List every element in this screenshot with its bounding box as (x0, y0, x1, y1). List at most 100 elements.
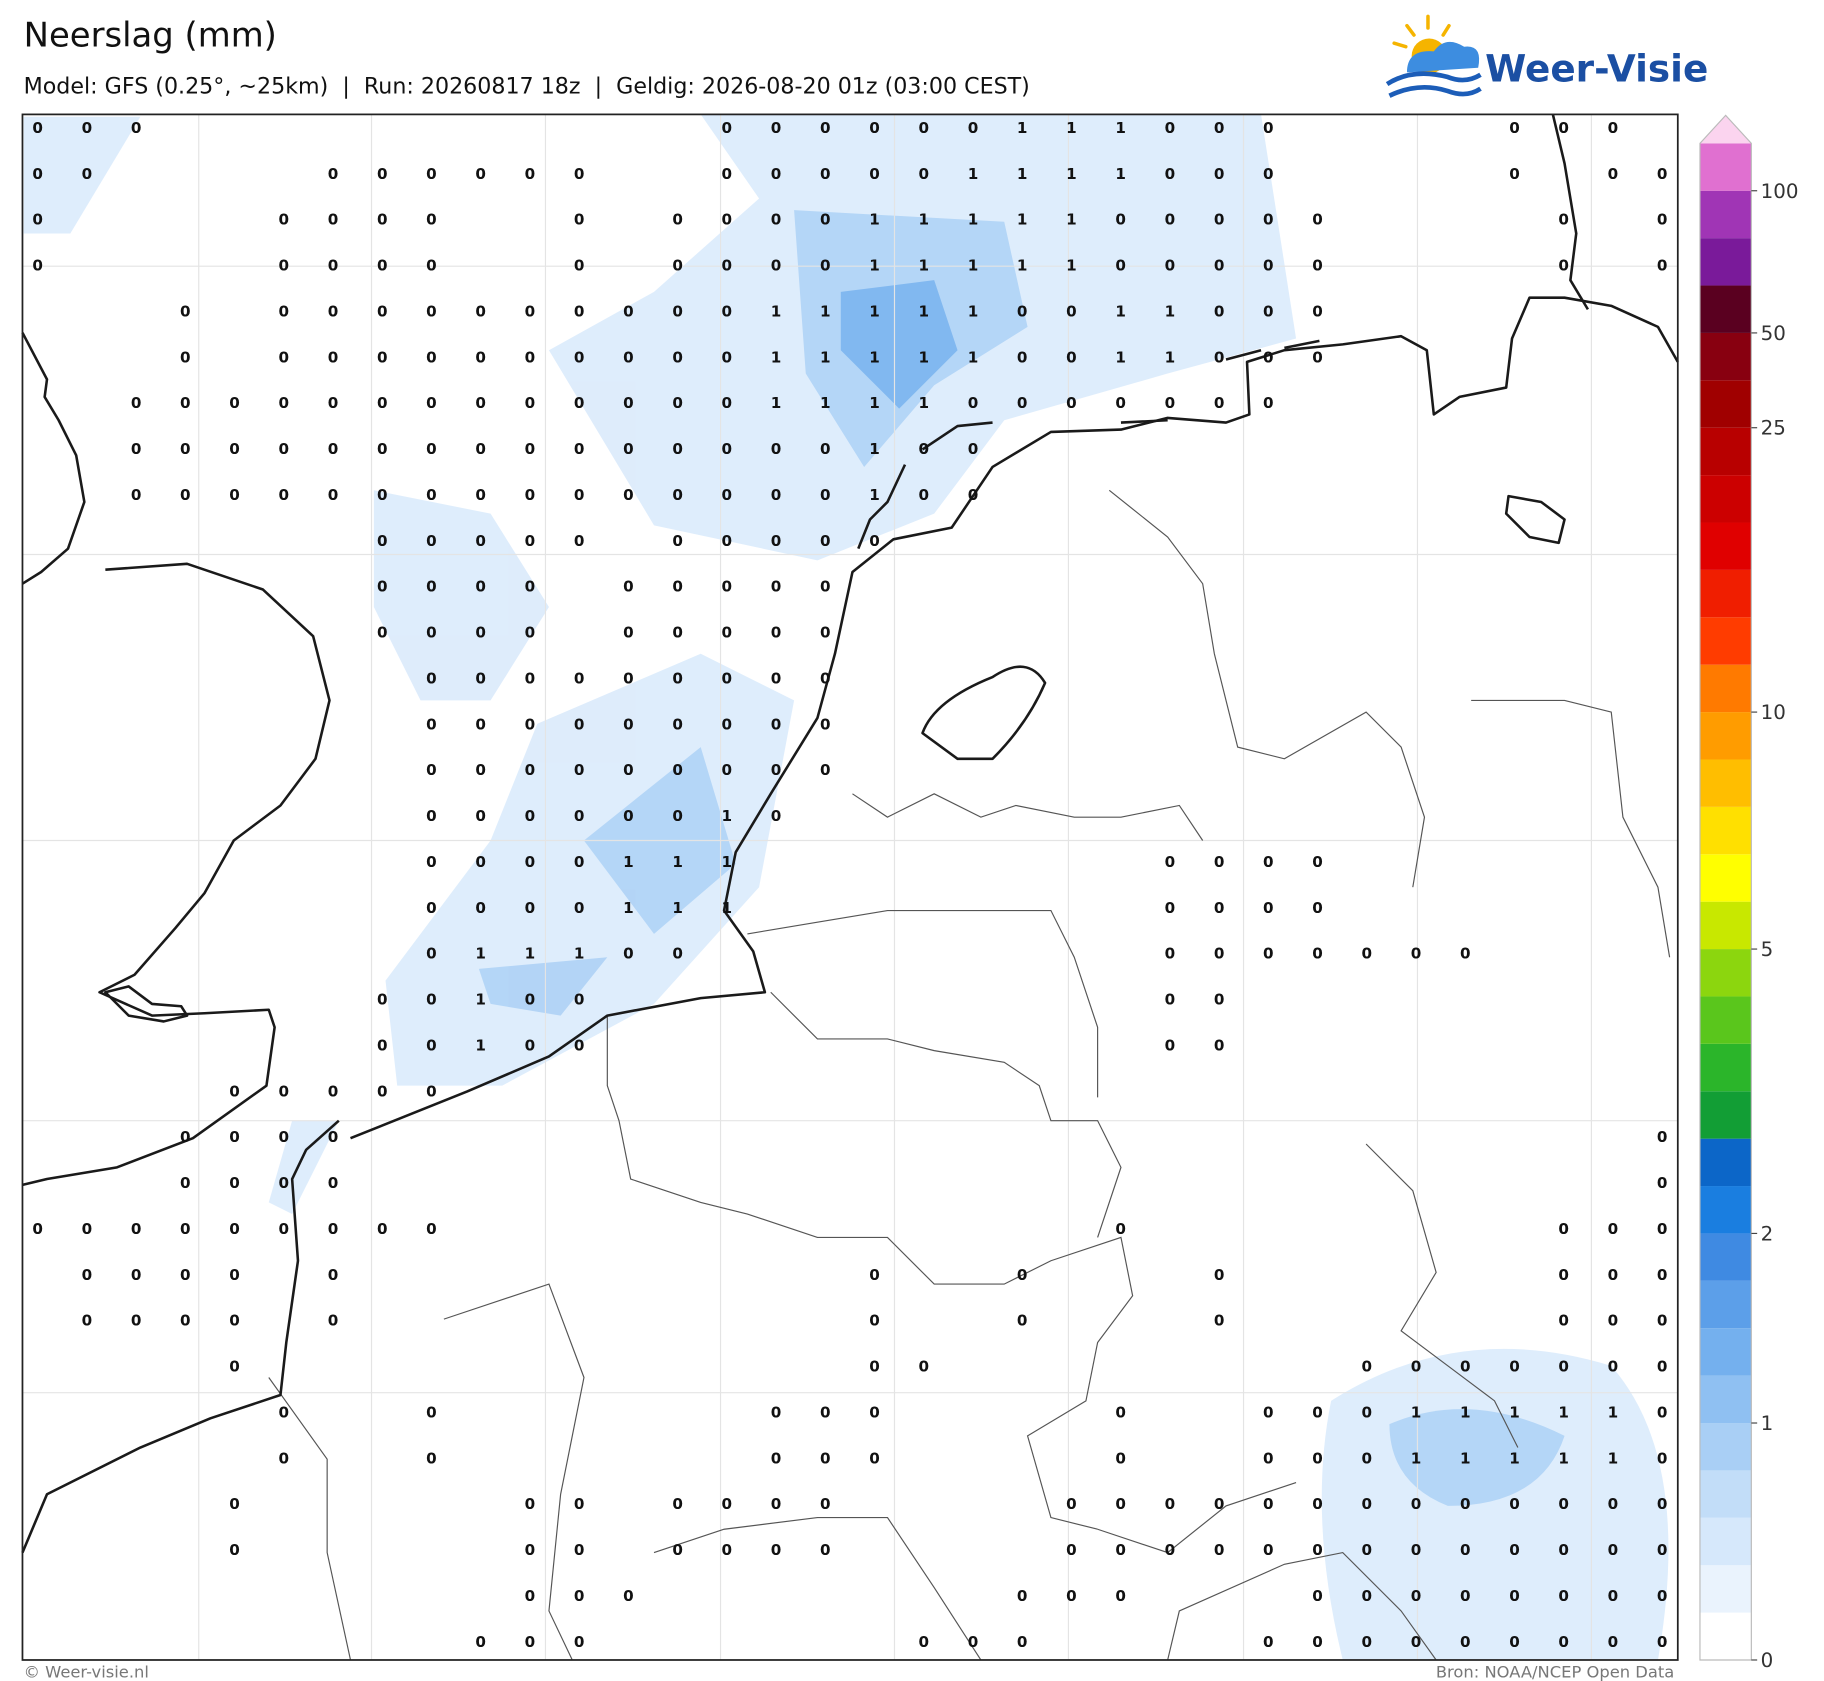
precip-value: 0 (1460, 1587, 1471, 1605)
precip-value: 0 (1558, 1266, 1569, 1284)
precip-value: 0 (180, 1266, 191, 1284)
precip-value: 0 (1017, 1266, 1028, 1284)
precip-value: 0 (968, 486, 979, 504)
precip-value: 1 (869, 348, 880, 366)
precip-value: 0 (426, 945, 437, 963)
precip-value: 0 (672, 807, 683, 825)
colorbar-segment (1699, 190, 1752, 239)
precip-value: 0 (771, 669, 782, 687)
precip-value: 0 (1608, 1633, 1619, 1651)
precip-value: 1 (968, 348, 979, 366)
precip-value: 0 (1214, 1266, 1225, 1284)
precip-value: 0 (279, 1220, 290, 1238)
logo-sun (1392, 14, 1451, 49)
precip-value: 0 (426, 532, 437, 550)
precip-value: 0 (180, 486, 191, 504)
precip-value: 0 (1509, 1495, 1520, 1513)
precip-value: 1 (1115, 119, 1126, 137)
precip-value: 0 (279, 486, 290, 504)
precip-value: 0 (525, 394, 536, 412)
precip-value: 0 (1263, 945, 1274, 963)
precip-value: 0 (377, 578, 388, 596)
precip-value: 1 (1017, 211, 1028, 229)
title: Neerslag (mm) (24, 16, 277, 55)
precip-value: 0 (180, 348, 191, 366)
precip-value: 0 (475, 394, 486, 412)
precip-value: 0 (1362, 1403, 1373, 1421)
precip-value: 0 (279, 257, 290, 275)
precip-value: 0 (1558, 1358, 1569, 1376)
colorbar-segment (1699, 806, 1752, 855)
precip-value: 0 (722, 165, 733, 183)
precip-value: 0 (1017, 302, 1028, 320)
precip-value: 0 (525, 1633, 536, 1651)
precip-value: 0 (1017, 1633, 1028, 1651)
precip-value: 0 (229, 440, 240, 458)
colorbar-segment (1699, 617, 1752, 665)
precip-value: 1 (1558, 1449, 1569, 1467)
footer-left: © Weer-visie.nl (24, 1662, 149, 1681)
precip-value: 1 (771, 394, 782, 412)
colorbar-segment (1699, 949, 1752, 997)
precip-value: 1 (918, 211, 929, 229)
precip-value: 0 (475, 165, 486, 183)
precip-value: 1 (918, 394, 929, 412)
precip-value: 0 (623, 761, 634, 779)
precip-value: 0 (918, 486, 929, 504)
precip-value: 0 (623, 302, 634, 320)
precip-value: 0 (229, 1312, 240, 1330)
precip-value: 0 (623, 669, 634, 687)
precip-value: 0 (1558, 211, 1569, 229)
precip-value: 0 (574, 807, 585, 825)
precip-value: 0 (377, 165, 388, 183)
precip-value: 0 (377, 302, 388, 320)
precip-value: 0 (1214, 165, 1225, 183)
colorbar-segment (1699, 1612, 1752, 1660)
precip-value: 0 (820, 669, 831, 687)
logo-waves (1385, 71, 1482, 98)
precip-value: 0 (1312, 257, 1323, 275)
precip-value: 0 (1115, 1495, 1126, 1513)
precip-value: 0 (1312, 1449, 1323, 1467)
precip-shading-core (840, 280, 958, 409)
precip-value: 0 (525, 1587, 536, 1605)
precip-value: 1 (1411, 1449, 1422, 1467)
precip-value: 0 (377, 394, 388, 412)
logo-cloud (1406, 41, 1480, 73)
precip-value: 0 (279, 211, 290, 229)
precip-value: 1 (918, 257, 929, 275)
precip-value: 0 (918, 165, 929, 183)
precip-value: 0 (426, 1036, 437, 1054)
precip-value: 0 (1066, 1495, 1077, 1513)
precip-value: 0 (1312, 1495, 1323, 1513)
precip-value: 0 (1263, 1449, 1274, 1467)
precip-value: 0 (1558, 1633, 1569, 1651)
precip-value: 0 (1066, 1541, 1077, 1559)
precip-value: 0 (820, 440, 831, 458)
precip-value: 0 (426, 669, 437, 687)
precip-value: 0 (328, 394, 339, 412)
precip-value: 0 (1362, 1633, 1373, 1651)
colorbar-segment (1699, 143, 1752, 191)
precip-value: 0 (1411, 1495, 1422, 1513)
precip-value: 1 (1165, 302, 1176, 320)
precip-value: 1 (1608, 1449, 1619, 1467)
precip-value: 1 (1115, 302, 1126, 320)
precip-value: 0 (475, 532, 486, 550)
precip-value: 0 (574, 302, 585, 320)
logo-text: Weer-Visie (1485, 47, 1708, 91)
precip-value: 0 (229, 1082, 240, 1100)
precip-value: 1 (722, 807, 733, 825)
precip-value: 1 (1509, 1449, 1520, 1467)
colorbar-tick-label: 50 (1761, 322, 1786, 345)
precip-value: 0 (229, 1495, 240, 1513)
precip-value: 0 (1608, 1495, 1619, 1513)
precip-value: 0 (525, 1495, 536, 1513)
precip-value: 0 (623, 945, 634, 963)
precip-value: 1 (918, 302, 929, 320)
precip-value: 0 (574, 899, 585, 917)
precip-value: 0 (229, 1220, 240, 1238)
precip-value: 0 (574, 211, 585, 229)
precip-value: 0 (1263, 1495, 1274, 1513)
precip-value: 0 (1657, 1403, 1668, 1421)
